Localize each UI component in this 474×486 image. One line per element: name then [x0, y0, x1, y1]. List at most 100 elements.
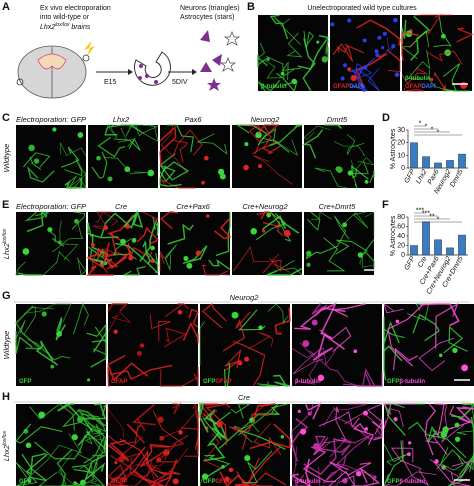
cell-body	[316, 40, 320, 44]
neurite	[335, 239, 368, 255]
bar	[410, 142, 418, 169]
neurite	[79, 413, 108, 433]
micrograph-bg	[384, 304, 474, 386]
neurite	[199, 403, 209, 433]
neurite	[182, 245, 208, 265]
column-header: Neurog2	[251, 115, 281, 124]
neurite	[140, 124, 159, 143]
nucleus	[394, 72, 399, 77]
allele: lox/lox	[2, 430, 8, 445]
channel: GFAP	[215, 379, 231, 385]
neurite	[64, 177, 83, 189]
cell-body	[131, 237, 137, 243]
panel-a-text: into wild-type or	[40, 14, 90, 21]
neurite	[107, 303, 129, 312]
brain-schematic	[16, 40, 95, 99]
neurite	[29, 156, 42, 170]
significance-label: **	[429, 214, 435, 221]
neurite	[224, 348, 242, 371]
neurite	[249, 423, 291, 450]
neurite	[229, 414, 257, 450]
cell-body	[186, 262, 193, 269]
neurite	[149, 314, 171, 341]
neurite	[232, 340, 266, 387]
cell-body	[243, 164, 249, 171]
neurite	[142, 211, 159, 224]
neurite	[61, 146, 80, 168]
arrow-head	[128, 69, 133, 75]
cell-body	[454, 436, 461, 442]
cell-body	[312, 443, 320, 450]
micrograph	[232, 211, 303, 276]
cell-body	[231, 311, 239, 319]
neurite	[297, 35, 330, 70]
micrograph	[15, 302, 107, 386]
panel-letter: F	[382, 199, 389, 211]
channel-label: GFAP	[111, 379, 127, 385]
channel-label: β-tubulin	[405, 76, 431, 82]
cell-body	[22, 248, 30, 255]
neurite	[402, 439, 430, 486]
neurite	[333, 141, 366, 156]
neurite	[107, 404, 124, 438]
cell-body	[201, 473, 209, 480]
neurite	[104, 124, 140, 136]
neurite	[392, 347, 418, 371]
neurite	[230, 403, 252, 419]
legend-text: Astrocytes (stars)	[180, 14, 234, 21]
cell-body	[150, 245, 155, 251]
neurite	[222, 311, 251, 352]
neurite	[118, 462, 165, 475]
neurite	[15, 261, 26, 276]
neurite	[148, 447, 189, 486]
neurite	[442, 63, 461, 92]
neurite	[107, 434, 138, 446]
neurite	[199, 465, 223, 486]
cell-body	[373, 475, 377, 479]
micrograph	[198, 403, 291, 486]
neurite	[46, 228, 65, 247]
neurite	[269, 124, 303, 147]
cell-body	[120, 238, 126, 245]
neurite	[262, 258, 282, 274]
cell-body	[87, 378, 91, 382]
neurite	[202, 264, 229, 276]
channel: GFP	[387, 479, 399, 485]
neurite	[277, 259, 303, 276]
neurite	[155, 434, 189, 463]
cell-body	[73, 481, 77, 485]
cell-body	[299, 428, 307, 435]
neurite	[335, 434, 371, 466]
neurite	[97, 136, 126, 158]
nucleus	[377, 35, 382, 40]
panel-title: Cre	[238, 393, 250, 402]
cell-body	[353, 349, 358, 354]
nucleus	[340, 76, 345, 81]
bar	[410, 245, 418, 256]
cell-body	[407, 452, 411, 457]
cell-body	[73, 218, 79, 224]
cell-body	[90, 242, 95, 247]
neurite	[350, 467, 381, 486]
channel: GFP	[19, 379, 31, 385]
nucleus	[382, 31, 387, 36]
neurite	[15, 305, 43, 350]
cell-body	[228, 467, 234, 473]
nucleus	[375, 53, 380, 58]
cell-body	[442, 426, 449, 433]
neurite	[407, 421, 467, 458]
channel: DAPI	[421, 84, 436, 90]
neurite	[428, 69, 450, 92]
cell-body	[347, 67, 352, 72]
cell-body	[157, 416, 164, 423]
neurite	[266, 267, 303, 276]
neurite	[105, 446, 146, 486]
cell-body	[317, 374, 325, 382]
neurite	[91, 151, 108, 179]
neurite	[440, 447, 464, 471]
significance-label: *	[437, 130, 440, 137]
bar	[434, 162, 442, 169]
bar	[446, 160, 454, 169]
neurite	[193, 373, 199, 386]
